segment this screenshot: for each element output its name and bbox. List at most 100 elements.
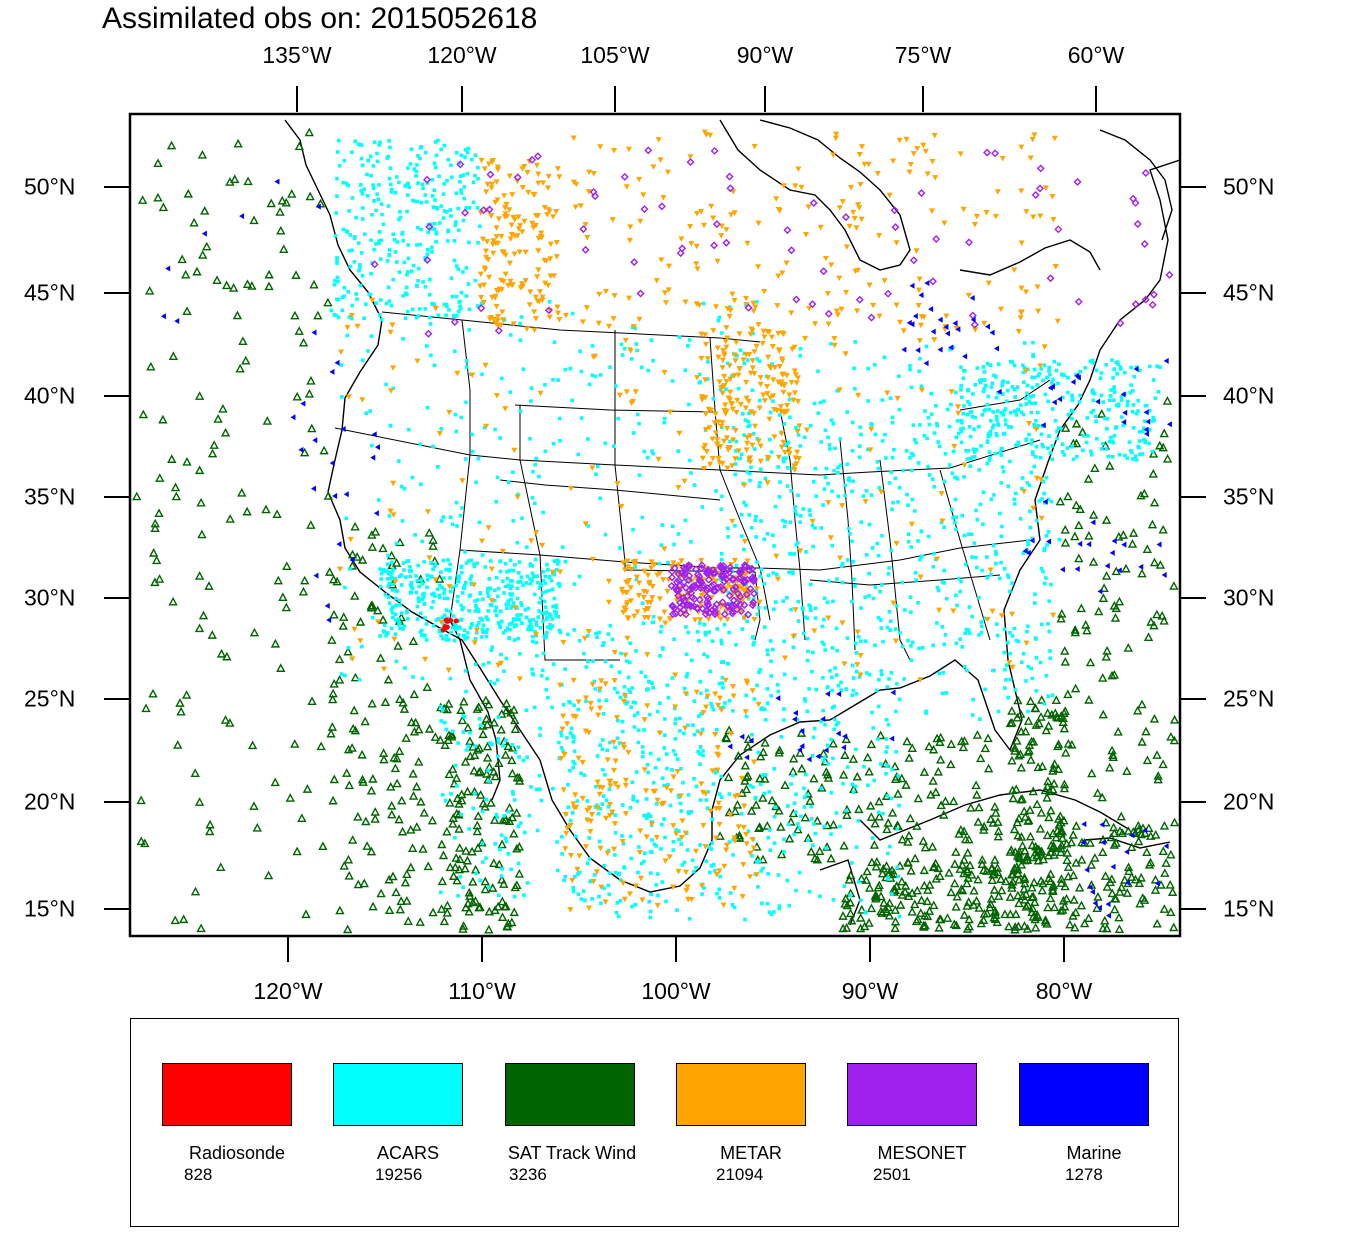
obs-marker — [503, 741, 513, 751]
obs-marker — [509, 604, 513, 609]
obs-marker — [515, 214, 522, 220]
obs-marker — [313, 310, 323, 320]
obs-marker — [379, 577, 384, 581]
obs-marker — [233, 138, 243, 148]
obs-marker — [857, 652, 864, 659]
obs-marker — [854, 669, 859, 674]
obs-marker — [1014, 443, 1018, 447]
obs-marker — [626, 578, 633, 584]
obs-marker — [747, 850, 754, 857]
obs-marker — [372, 247, 376, 252]
obs-marker — [207, 630, 217, 639]
obs-marker — [943, 313, 950, 320]
obs-marker — [913, 793, 923, 803]
obs-marker — [1023, 747, 1033, 756]
obs-marker — [339, 612, 349, 621]
obs-marker — [700, 222, 707, 229]
obs-marker — [996, 709, 1001, 714]
obs-marker — [989, 385, 994, 390]
obs-marker — [794, 543, 799, 547]
obs-marker — [1000, 383, 1005, 388]
obs-marker — [698, 593, 705, 599]
obs-marker — [683, 368, 688, 373]
obs-marker — [484, 924, 494, 934]
obs-marker — [585, 628, 592, 635]
obs-marker — [432, 577, 439, 583]
obs-marker — [788, 552, 792, 556]
obs-marker — [389, 570, 394, 575]
obs-marker — [670, 379, 675, 383]
metar-obs — [337, 129, 1061, 913]
obs-marker — [712, 600, 721, 609]
obs-marker — [686, 344, 690, 348]
obs-marker — [808, 423, 813, 428]
obs-marker — [605, 748, 610, 753]
obs-marker — [770, 393, 777, 399]
obs-marker — [693, 689, 700, 696]
obs-marker — [748, 326, 755, 332]
obs-marker — [846, 526, 851, 531]
obs-marker — [426, 230, 431, 235]
obs-marker — [636, 176, 643, 183]
obs-marker — [751, 635, 755, 639]
obs-marker — [685, 848, 690, 852]
obs-marker — [788, 753, 799, 763]
obs-marker — [757, 670, 761, 675]
obs-marker — [836, 275, 843, 282]
obs-marker — [1070, 625, 1080, 634]
obs-marker — [613, 870, 618, 875]
obs-marker — [1037, 363, 1044, 369]
obs-marker — [942, 913, 953, 922]
obs-marker — [1094, 368, 1099, 373]
obs-marker — [521, 367, 526, 371]
obs-marker — [1158, 846, 1168, 856]
obs-marker — [1100, 915, 1110, 925]
obs-marker — [378, 312, 382, 317]
obs-marker — [1068, 870, 1079, 880]
obs-marker — [1098, 847, 1108, 857]
obs-marker — [460, 863, 470, 873]
obs-marker — [394, 618, 398, 623]
obs-marker — [532, 592, 537, 597]
obs-marker — [631, 527, 635, 532]
obs-marker — [686, 630, 691, 635]
obs-marker — [1030, 897, 1040, 906]
obs-marker — [352, 260, 357, 264]
obs-marker — [656, 570, 663, 577]
obs-marker — [357, 677, 362, 682]
obs-marker — [328, 694, 338, 704]
obs-marker — [976, 753, 986, 763]
obs-marker — [671, 840, 676, 844]
obs-marker — [473, 744, 483, 754]
obs-marker — [418, 844, 428, 853]
obs-marker — [605, 578, 612, 585]
obs-marker — [344, 870, 354, 880]
obs-marker — [660, 776, 665, 780]
obs-marker — [755, 300, 759, 304]
obs-marker — [340, 295, 345, 300]
obs-marker — [533, 529, 540, 536]
obs-marker — [734, 830, 745, 840]
obs-marker — [901, 780, 911, 789]
obs-marker — [633, 701, 638, 705]
obs-marker — [986, 899, 996, 909]
obs-marker — [732, 838, 739, 845]
obs-marker — [1063, 491, 1073, 501]
obs-marker — [1033, 419, 1038, 423]
obs-marker — [515, 613, 519, 618]
obs-marker — [963, 848, 973, 857]
obs-marker — [712, 304, 719, 310]
obs-marker — [698, 209, 705, 215]
obs-marker — [1123, 643, 1133, 652]
obs-marker — [1070, 683, 1081, 693]
obs-marker — [843, 289, 850, 296]
obs-marker — [397, 180, 401, 185]
obs-marker — [841, 661, 848, 667]
obs-marker — [983, 733, 993, 743]
obs-marker — [751, 432, 756, 436]
obs-marker — [343, 854, 354, 864]
obs-marker — [292, 846, 302, 856]
obs-marker — [712, 862, 716, 867]
obs-marker — [766, 835, 771, 840]
obs-marker — [196, 497, 206, 507]
